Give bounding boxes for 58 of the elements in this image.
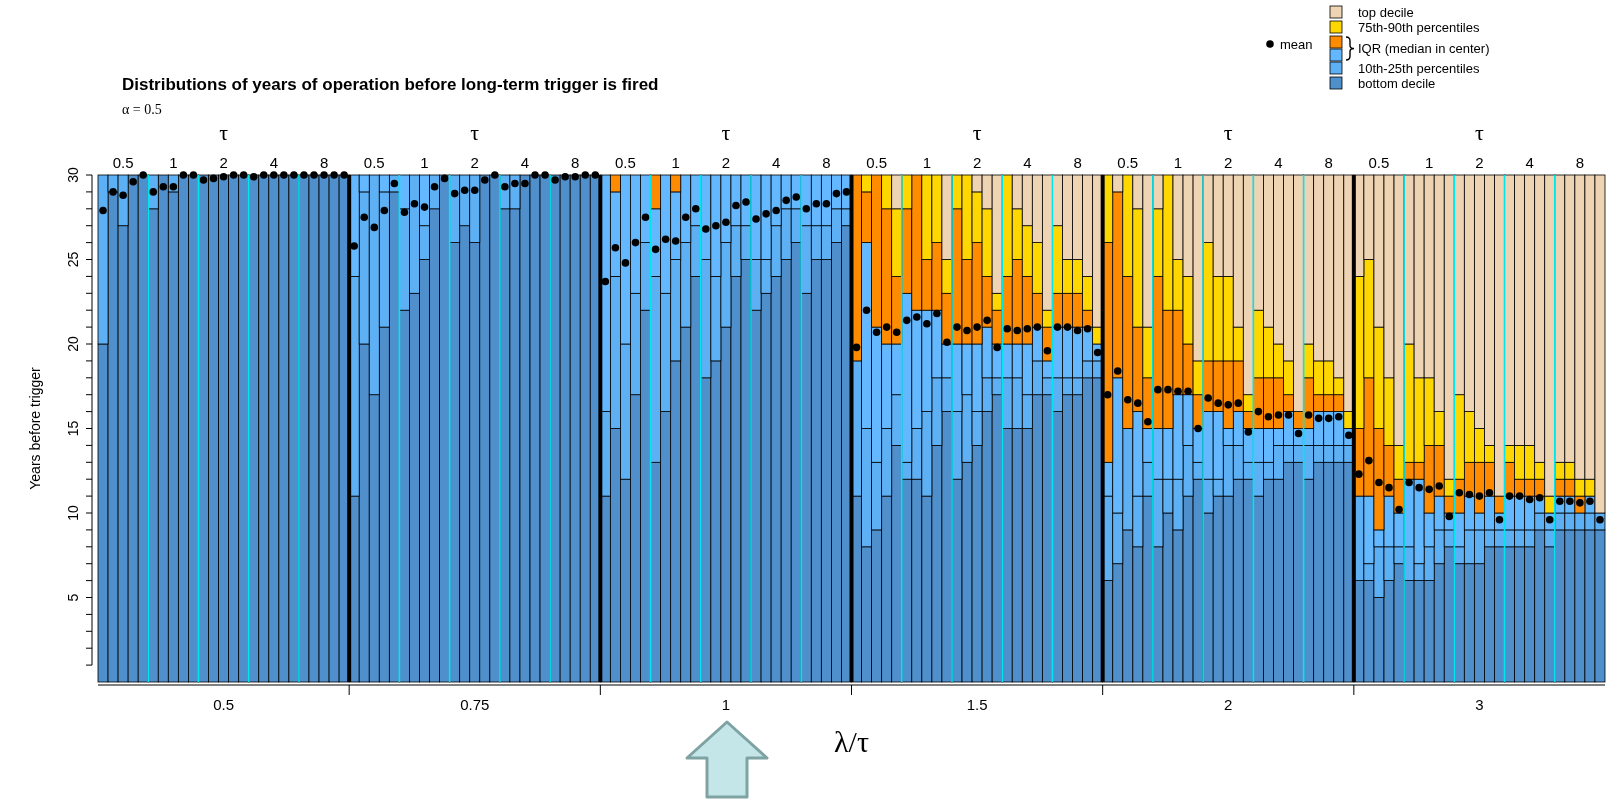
- text: 8: [1575, 154, 1585, 171]
- text: τ: [219, 120, 229, 145]
- text: 1: [1425, 154, 1434, 171]
- text: τ: [721, 120, 731, 145]
- legend-label: IQR (median in center): [1358, 41, 1490, 56]
- text: 0.5: [213, 696, 235, 713]
- text: 1: [420, 154, 429, 171]
- text: 2: [1224, 154, 1233, 171]
- text: 8: [822, 154, 831, 171]
- text: 8: [571, 154, 580, 171]
- text: 8: [1073, 154, 1082, 171]
- text: 1: [1173, 154, 1183, 171]
- text: 0.5: [1368, 154, 1390, 171]
- y-axis-title: Years before trigger: [27, 366, 43, 490]
- text: 4: [771, 154, 781, 171]
- chart-title: Distributions of years of operation before long-term trigger is fired: [122, 75, 659, 94]
- y-tick-label: 30: [65, 167, 81, 183]
- text: τ: [1474, 120, 1484, 145]
- text: 4: [1525, 154, 1534, 171]
- legend-label: mean: [1280, 37, 1313, 52]
- text: 4: [1274, 154, 1283, 171]
- text: 1: [671, 154, 680, 171]
- y-tick-label: 5: [65, 593, 81, 602]
- text: 1: [922, 154, 932, 171]
- legend-label: top decile: [1358, 5, 1414, 20]
- y-tick-label: 25: [65, 251, 81, 268]
- legend-label: 75th-90th percentiles: [1358, 20, 1480, 35]
- text: 2: [972, 154, 982, 171]
- y-tick-label: 20: [65, 336, 81, 352]
- text: τ: [972, 120, 982, 145]
- x-axis-title: λ/τ: [834, 725, 869, 758]
- legend-label: bottom decile: [1358, 76, 1436, 91]
- text: 3: [1475, 696, 1484, 713]
- text: 8: [1324, 154, 1333, 171]
- text: τ: [1223, 120, 1233, 145]
- text: 4: [1023, 154, 1032, 171]
- text: 4: [520, 154, 530, 171]
- legend-label: 10th-25th percentiles: [1358, 61, 1480, 76]
- text: 1: [721, 696, 731, 713]
- chart-subtitle: α = 0.5: [122, 102, 162, 117]
- text: 0.75: [460, 696, 490, 713]
- text: 2: [219, 154, 228, 171]
- text: 0.5: [615, 154, 636, 171]
- text: 2: [1475, 154, 1484, 171]
- text: 2: [1224, 696, 1233, 713]
- text: 0.5: [112, 154, 134, 171]
- text: τ: [470, 120, 480, 145]
- text: 8: [319, 154, 329, 171]
- text: 1: [169, 154, 178, 171]
- text: 0.5: [1117, 154, 1139, 171]
- y-tick-label: 15: [65, 420, 81, 437]
- text: 0.5: [363, 154, 385, 171]
- text: 4: [269, 154, 278, 171]
- text: 2: [721, 154, 731, 171]
- y-tick-label: 10: [65, 505, 81, 521]
- text: 2: [470, 154, 479, 171]
- text: 1.5: [966, 696, 988, 713]
- text: 0.5: [866, 154, 888, 171]
